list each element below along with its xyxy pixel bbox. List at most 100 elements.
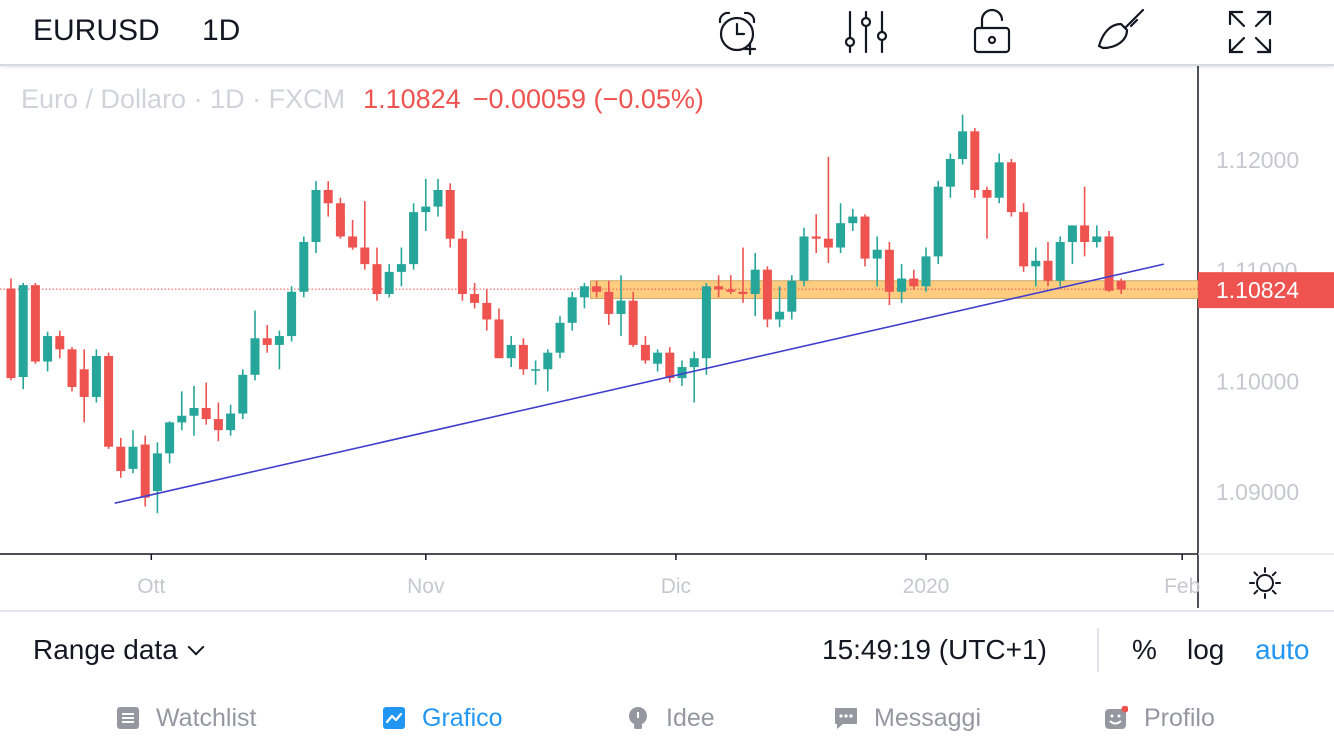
candle-body [592,286,602,292]
candle-body [30,285,40,362]
candle-body [91,355,101,397]
log-scale-toggle[interactable]: log [1187,634,1225,665]
candle-body [1031,260,1041,267]
candle-body [921,256,931,287]
candle-body [1055,242,1065,281]
candle-body [323,189,333,204]
candle-body [421,206,431,213]
alarm-clock-plus-icon[interactable] [714,8,762,56]
price-tick-label: 1.09000 [1216,479,1299,505]
candle-body [6,288,16,379]
nav-ideas[interactable]: Idee [626,704,715,733]
candle-body [262,338,272,345]
unlock-icon[interactable] [970,8,1018,56]
candle-body [860,216,870,259]
candle-body [1067,225,1077,242]
time-tick-label: Feb [1164,575,1200,598]
candle-body [884,249,894,292]
candle-body [555,322,565,353]
candle-body [653,352,663,364]
candle-body [140,444,150,498]
candle-body [396,264,406,272]
chat-bubble-icon [834,706,858,730]
drawing-brush-icon[interactable] [1097,8,1145,56]
candle-body [67,349,77,387]
candle-body [299,242,309,292]
candle-body [165,422,175,454]
candle-body [787,280,797,312]
timezone-clock[interactable]: 15:49:19 (UTC+1) [822,634,1047,665]
candle-body [335,203,345,237]
candle-body [945,159,955,187]
time-tick-label: Ott [137,575,165,598]
bottom-navigation: Watchlist Grafico Idee Messaggi Profilo [0,688,1334,750]
candle-body [543,352,553,370]
nav-messages-label: Messaggi [874,704,981,732]
candle-body [116,446,126,472]
candle-body [409,212,419,265]
candle-body [677,367,687,379]
candle-body [836,223,846,248]
candle-body [933,186,943,257]
chart-area[interactable]: 1.12000 1.11000 1.10000 1.09000 1.10824 Ott No… [0,66,1334,608]
candle-body [506,344,516,359]
auto-scale-toggle[interactable]: auto [1255,634,1310,665]
candle-body [494,319,504,359]
candle-body [1019,212,1029,267]
profile-icon [1104,705,1129,730]
candle-body [43,336,53,362]
nav-profile-label: Profilo [1144,704,1215,732]
candle-body [628,300,638,345]
candle-body [372,264,382,295]
candle-body [433,189,443,207]
candle-body [1092,236,1102,242]
candle-body [994,162,1004,198]
legend-last-price: 1.10824 [363,84,461,114]
candle-body [470,294,480,303]
date-range-selector[interactable]: Range data [33,634,205,666]
chevron-down-icon [187,638,205,656]
chart-icon [382,706,406,730]
percent-scale-toggle[interactable]: % [1132,634,1157,665]
candle-body [848,216,858,224]
nav-chart-label: Grafico [422,704,503,732]
nav-watchlist[interactable]: Watchlist [116,704,256,733]
candle-body [213,419,223,431]
nav-ideas-label: Idee [666,704,715,732]
indicators-sliders-icon[interactable] [842,8,890,56]
candle-body [152,453,162,491]
candle-body [55,336,65,350]
interval-selector[interactable]: 1D [202,14,241,47]
symbol-selector[interactable]: EURUSD [33,14,160,47]
candle-body [274,336,284,345]
candle-body [567,297,577,323]
date-range-label: Range data [33,634,178,665]
candle-body [714,286,724,290]
sun-settings-icon[interactable] [1249,567,1281,599]
divider [1097,628,1099,672]
candle-body [226,413,236,431]
candle-body [482,302,492,320]
nav-chart[interactable]: Grafico [382,704,503,733]
candle-body [250,338,260,375]
candle-body [201,408,211,420]
nav-messages[interactable]: Messaggi [834,704,981,733]
last-price-label: 1.10824 [1216,277,1299,303]
candle-body [775,311,785,320]
candle-body [982,189,992,198]
candle-body [750,269,760,295]
candle-body [384,271,394,295]
candle-body [579,286,589,298]
candle-body [360,247,370,265]
nav-profile[interactable]: Profilo [1104,704,1215,733]
candle-body [701,286,711,359]
candle-body [445,189,455,239]
fullscreen-icon[interactable] [1226,8,1274,56]
candle-body [348,236,358,248]
candle-body [616,300,626,314]
time-tick-label: Dic [661,575,691,598]
candle-body [128,446,138,469]
candle-body [872,249,882,259]
candle-body [189,408,199,416]
